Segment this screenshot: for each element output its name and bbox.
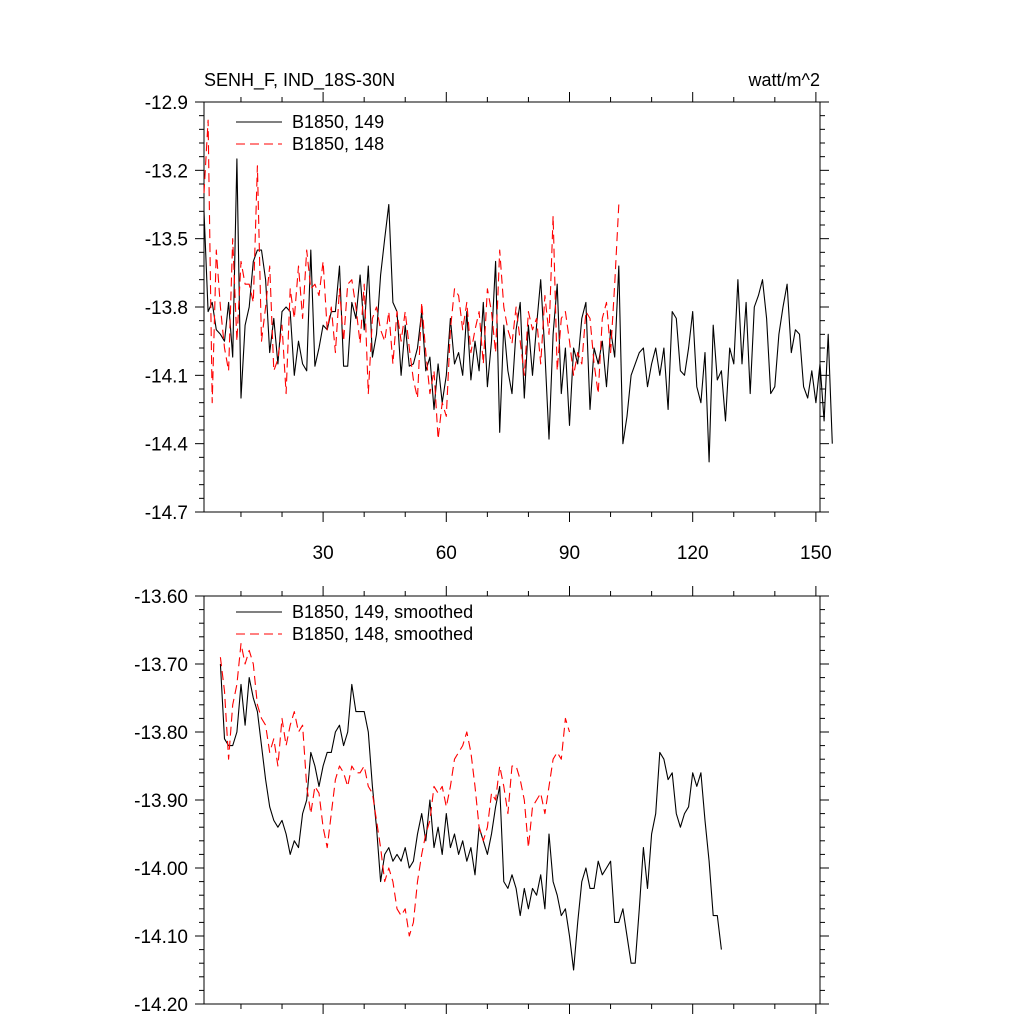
legend-label-148-smoothed: B1850, 148, smoothed	[292, 624, 473, 644]
top-panel-units: watt/m^2	[748, 70, 820, 90]
legend-label-149-smoothed: B1850, 149, smoothed	[292, 602, 473, 622]
top-panel-axes: -12.9 -13.2 -13.5 -13.8 -14.1 -14.4 -14.7 30 60 9…	[145, 92, 832, 564]
series-line-b1850-149	[203, 158, 833, 463]
bottom-panel-axes: -13.60 -13.70 -13.80 -13.90 -14.00 -14.10 -14.…	[134, 586, 829, 1016]
bottom-panel-series	[219, 643, 722, 971]
bottom-panel-legend: B1850, 149, smoothed B1850, 148, smoothe…	[236, 602, 473, 644]
y-tick-label: -14.10	[134, 927, 188, 948]
y-tick-label: -14.1	[145, 366, 188, 387]
plot-frame	[203, 101, 821, 513]
plot-frame	[203, 595, 821, 1005]
top-panel-legend: B1850, 149 B1850, 148	[236, 112, 384, 154]
y-tick-label: -13.8	[145, 298, 188, 319]
x-tick-label: 60	[436, 543, 457, 564]
y-tick-label: -14.00	[134, 859, 188, 880]
series-line-b1850-148	[203, 119, 620, 440]
y-tick-label: -12.9	[145, 93, 188, 114]
y-tick-label: -13.70	[134, 655, 188, 676]
x-tick-label: 120	[677, 543, 709, 564]
series-line-b1850-149-smoothed	[219, 663, 722, 971]
series-line-b1850-148-smoothed	[219, 643, 571, 937]
x-tick-label: 30	[313, 543, 334, 564]
y-tick-label: -14.7	[145, 503, 188, 524]
top-panel-title: SENH_F, IND_18S-30N	[204, 70, 395, 91]
bottom-panel: -13.60 -13.70 -13.80 -13.90 -14.00 -14.10 -14.…	[134, 586, 829, 1016]
y-tick-label: -13.60	[134, 587, 188, 608]
top-panel-series	[203, 119, 833, 463]
y-tick-label: -13.80	[134, 723, 188, 744]
legend-label-149: B1850, 149	[292, 112, 384, 132]
y-tick-label: -13.90	[134, 791, 188, 812]
x-tick-label: 90	[559, 543, 580, 564]
y-tick-label: -13.2	[145, 161, 188, 182]
y-tick-label: -13.5	[145, 230, 188, 251]
y-tick-label: -14.4	[145, 435, 189, 456]
x-tick-label: 150	[800, 543, 832, 564]
legend-label-148: B1850, 148	[292, 134, 384, 154]
y-tick-label: -14.20	[134, 995, 188, 1016]
top-panel: SENH_F, IND_18S-30N watt/m^2 -12.9-13.2-…	[145, 70, 833, 564]
